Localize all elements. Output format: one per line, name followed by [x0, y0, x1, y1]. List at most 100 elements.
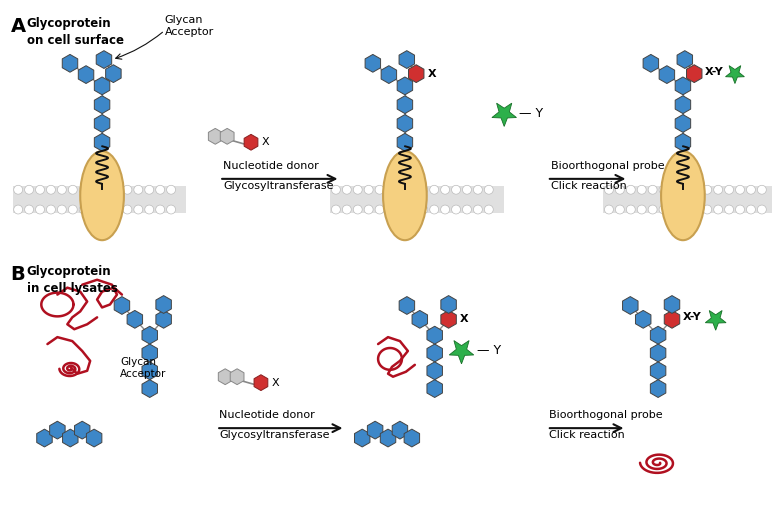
Polygon shape — [651, 344, 666, 362]
Text: Click reaction: Click reaction — [551, 181, 626, 191]
Polygon shape — [675, 115, 691, 133]
Circle shape — [681, 185, 690, 194]
Circle shape — [156, 185, 164, 194]
Polygon shape — [142, 362, 157, 380]
Polygon shape — [78, 66, 94, 84]
Text: X: X — [428, 69, 437, 78]
Circle shape — [626, 205, 635, 214]
Polygon shape — [49, 421, 65, 439]
Circle shape — [463, 185, 471, 194]
Text: X: X — [262, 137, 269, 147]
Circle shape — [375, 185, 384, 194]
Polygon shape — [659, 66, 675, 84]
Polygon shape — [86, 429, 102, 447]
Circle shape — [68, 185, 78, 194]
Polygon shape — [74, 421, 90, 439]
Circle shape — [35, 205, 45, 214]
Circle shape — [604, 205, 613, 214]
Circle shape — [637, 205, 646, 214]
Circle shape — [703, 185, 712, 194]
Circle shape — [757, 185, 767, 194]
Circle shape — [13, 185, 23, 194]
Circle shape — [145, 185, 153, 194]
Polygon shape — [677, 51, 692, 69]
Text: Glycosyltransferase: Glycosyltransferase — [219, 430, 330, 440]
Circle shape — [112, 185, 121, 194]
Text: X-Y: X-Y — [705, 67, 724, 77]
Circle shape — [331, 205, 341, 214]
Polygon shape — [651, 326, 666, 344]
Polygon shape — [705, 311, 726, 330]
Circle shape — [79, 205, 88, 214]
Polygon shape — [127, 311, 143, 328]
Circle shape — [648, 185, 657, 194]
Polygon shape — [63, 429, 78, 447]
Circle shape — [724, 185, 734, 194]
Circle shape — [474, 205, 482, 214]
Circle shape — [123, 185, 132, 194]
Text: Glycan
Acceptor: Glycan Acceptor — [164, 14, 214, 37]
Circle shape — [746, 185, 756, 194]
Circle shape — [342, 205, 352, 214]
Polygon shape — [427, 380, 442, 397]
Polygon shape — [492, 103, 517, 126]
Text: Glycosyltransferase: Glycosyltransferase — [223, 181, 334, 191]
Polygon shape — [427, 362, 442, 380]
Text: B: B — [11, 265, 26, 284]
Circle shape — [24, 185, 34, 194]
Circle shape — [134, 205, 143, 214]
Bar — [13, 186, 186, 214]
Polygon shape — [254, 375, 268, 391]
Circle shape — [375, 205, 384, 214]
Circle shape — [342, 185, 352, 194]
Polygon shape — [636, 311, 651, 328]
Circle shape — [331, 185, 341, 194]
Circle shape — [452, 205, 460, 214]
Polygon shape — [643, 54, 659, 72]
Polygon shape — [230, 369, 244, 384]
Polygon shape — [675, 133, 691, 151]
Circle shape — [441, 185, 449, 194]
Circle shape — [90, 185, 99, 194]
Circle shape — [670, 205, 679, 214]
Bar — [330, 186, 504, 214]
Text: Glycoprotein
on cell surface: Glycoprotein on cell surface — [27, 17, 124, 46]
Polygon shape — [397, 115, 413, 133]
Circle shape — [112, 205, 121, 214]
Polygon shape — [441, 311, 456, 328]
Circle shape — [101, 205, 110, 214]
Polygon shape — [94, 133, 110, 151]
Text: Bioorthogonal probe: Bioorthogonal probe — [549, 410, 662, 420]
Polygon shape — [726, 66, 745, 84]
Circle shape — [46, 205, 56, 214]
Polygon shape — [687, 64, 702, 83]
Polygon shape — [622, 297, 638, 314]
Circle shape — [681, 205, 690, 214]
Polygon shape — [651, 362, 666, 380]
Ellipse shape — [80, 151, 124, 240]
Polygon shape — [37, 429, 52, 447]
Bar — [604, 186, 772, 214]
Polygon shape — [94, 96, 110, 114]
Circle shape — [408, 205, 417, 214]
Circle shape — [626, 185, 635, 194]
Circle shape — [90, 205, 99, 214]
Text: A: A — [11, 17, 26, 36]
Circle shape — [637, 185, 646, 194]
Polygon shape — [142, 326, 157, 344]
Circle shape — [167, 185, 175, 194]
Polygon shape — [675, 96, 691, 114]
Circle shape — [474, 185, 482, 194]
Circle shape — [419, 185, 428, 194]
Ellipse shape — [661, 151, 705, 240]
Text: — Y: — Y — [478, 345, 501, 358]
Circle shape — [68, 205, 78, 214]
Polygon shape — [404, 429, 420, 447]
Polygon shape — [427, 344, 442, 362]
Circle shape — [353, 205, 363, 214]
Polygon shape — [106, 64, 121, 83]
Circle shape — [134, 185, 143, 194]
Polygon shape — [409, 64, 424, 83]
Polygon shape — [367, 421, 383, 439]
Text: X: X — [272, 378, 280, 388]
